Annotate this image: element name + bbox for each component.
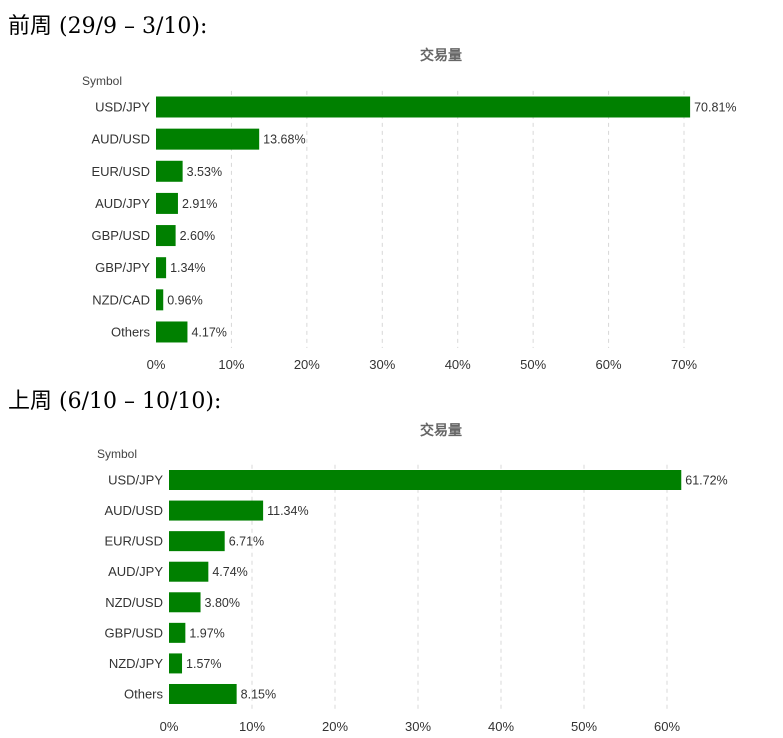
data-label: 1.57% — [186, 657, 221, 671]
x-tick-label: 40% — [488, 719, 514, 734]
category-label: USD/JPY — [95, 100, 150, 115]
data-label: 2.60% — [180, 229, 215, 243]
x-tick-label: 50% — [520, 357, 546, 372]
category-label: AUD/USD — [91, 132, 150, 147]
category-label: AUD/USD — [104, 503, 163, 518]
data-label: 0.96% — [167, 293, 202, 307]
data-label: 4.74% — [212, 565, 247, 579]
category-label: GBP/USD — [91, 228, 150, 243]
category-label: EUR/USD — [104, 534, 163, 549]
bar[interactable] — [156, 160, 183, 182]
x-tick-label: 70% — [671, 357, 697, 372]
bar[interactable] — [156, 321, 188, 343]
x-tick-label: 30% — [369, 357, 395, 372]
data-label: 4.17% — [191, 325, 226, 339]
y-axis-title: Symbol — [97, 447, 137, 461]
data-label: 13.68% — [263, 133, 305, 147]
bar[interactable] — [156, 257, 167, 279]
category-label: AUD/JPY — [95, 196, 150, 211]
y-axis-title: Symbol — [82, 74, 122, 88]
section-heading-previous-week: 前周 (29/9 – 3/10): — [8, 14, 208, 39]
bar[interactable] — [169, 500, 264, 521]
x-tick-label: 30% — [405, 719, 431, 734]
chart-title: 交易量 — [420, 47, 462, 64]
category-label: NZD/USD — [105, 595, 163, 610]
data-label: 8.15% — [241, 687, 276, 701]
data-label: 11.34% — [267, 504, 308, 518]
x-tick-label: 10% — [218, 357, 244, 372]
volume-chart-last-week: 交易量 Symbol 0% 10% 20% 30% 40% 50% 60% USD/JPY 61… — [97, 422, 728, 734]
category-label: Others — [124, 686, 164, 701]
bar[interactable] — [156, 128, 260, 150]
x-tick-label: 60% — [596, 357, 622, 372]
data-label: 70.81% — [694, 101, 736, 115]
category-label: NZD/CAD — [92, 292, 150, 307]
bar[interactable] — [156, 289, 164, 311]
bar[interactable] — [169, 683, 237, 704]
bar[interactable] — [169, 592, 201, 613]
bar[interactable] — [156, 96, 691, 118]
data-label: 2.91% — [182, 197, 217, 211]
category-label: EUR/USD — [91, 164, 150, 179]
bar[interactable] — [169, 622, 186, 643]
category-label: AUD/JPY — [108, 564, 163, 579]
bar[interactable] — [169, 561, 209, 582]
category-label: GBP/USD — [104, 625, 163, 640]
bar[interactable] — [169, 653, 183, 674]
x-tick-label: 0% — [147, 357, 166, 372]
x-tick-label: 40% — [445, 357, 471, 372]
category-label: USD/JPY — [108, 473, 163, 488]
category-label: GBP/JPY — [95, 260, 150, 275]
bar[interactable] — [169, 470, 682, 490]
data-label: 6.71% — [229, 535, 264, 549]
volume-chart-previous-week: 交易量 Symbol 0% 10% 20% 30% 40% 50% 60% 70% USD/JP… — [82, 47, 737, 372]
data-label: 3.53% — [187, 165, 222, 179]
section-heading-last-week: 上周 (6/10 – 10/10): — [8, 389, 222, 414]
bar[interactable] — [156, 225, 176, 247]
x-tick-label: 20% — [322, 719, 348, 734]
x-tick-label: 0% — [160, 719, 179, 734]
bar[interactable] — [156, 192, 178, 214]
category-label: Others — [111, 324, 151, 339]
data-label: 1.34% — [170, 261, 205, 275]
bar[interactable] — [169, 531, 225, 552]
x-tick-label: 60% — [654, 719, 680, 734]
x-tick-label: 50% — [571, 719, 597, 734]
category-label: NZD/JPY — [109, 656, 164, 671]
data-label: 1.97% — [189, 626, 224, 640]
data-label: 3.80% — [205, 596, 240, 610]
data-label: 61.72% — [685, 474, 727, 488]
x-tick-label: 10% — [239, 719, 265, 734]
chart-title: 交易量 — [420, 422, 462, 439]
x-tick-label: 20% — [294, 357, 320, 372]
